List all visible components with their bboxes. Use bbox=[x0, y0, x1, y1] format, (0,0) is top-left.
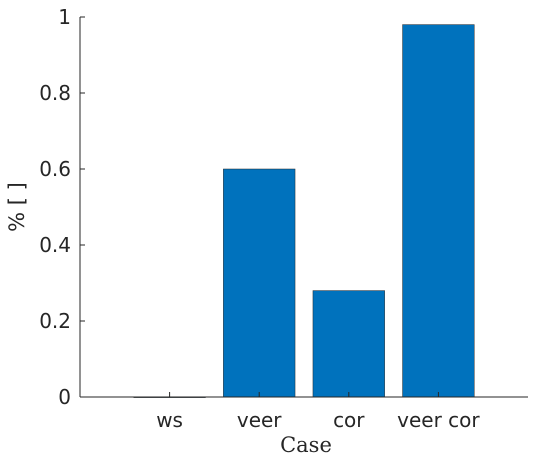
x-axis-label: Case bbox=[280, 433, 332, 457]
y-tick-label: 0 bbox=[58, 385, 71, 409]
y-tick-label: 0.8 bbox=[39, 81, 71, 105]
x-ticks-group: ws veer cor veer cor bbox=[156, 392, 480, 432]
x-tick-label: veer bbox=[237, 408, 282, 432]
bar-cor bbox=[312, 290, 385, 398]
y-tick-label: 0.4 bbox=[39, 233, 71, 257]
x-tick-label: ws bbox=[156, 408, 183, 432]
x-tick-label: veer cor bbox=[397, 408, 480, 432]
y-tick-label: 0.2 bbox=[39, 309, 71, 333]
bars-group bbox=[133, 24, 475, 398]
y-tick-label: 1 bbox=[58, 5, 71, 29]
y-tick-label: 0.6 bbox=[39, 157, 71, 181]
x-tick-label: cor bbox=[333, 408, 365, 432]
axes-group bbox=[79, 17, 528, 398]
bar-veer-cor bbox=[402, 24, 475, 398]
y-ticks-group: 0 0.2 0.4 0.6 0.8 1 bbox=[39, 5, 85, 409]
bar-veer bbox=[223, 168, 296, 398]
y-axis-label: % [ ] bbox=[5, 182, 29, 232]
